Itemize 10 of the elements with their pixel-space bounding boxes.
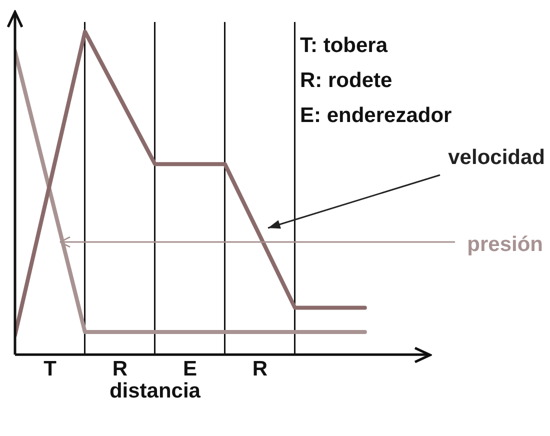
text: E [182,357,197,380]
text: T [44,357,57,380]
text: R [112,357,128,380]
text: R [252,357,268,380]
annotation: R: rodete [300,68,392,92]
annotation: T: tobera [300,34,388,57]
text: velocidad [448,146,545,169]
text: presión [467,232,543,256]
annotation: E: enderezador [300,104,452,127]
x-axis-title: distancia [109,379,201,402]
